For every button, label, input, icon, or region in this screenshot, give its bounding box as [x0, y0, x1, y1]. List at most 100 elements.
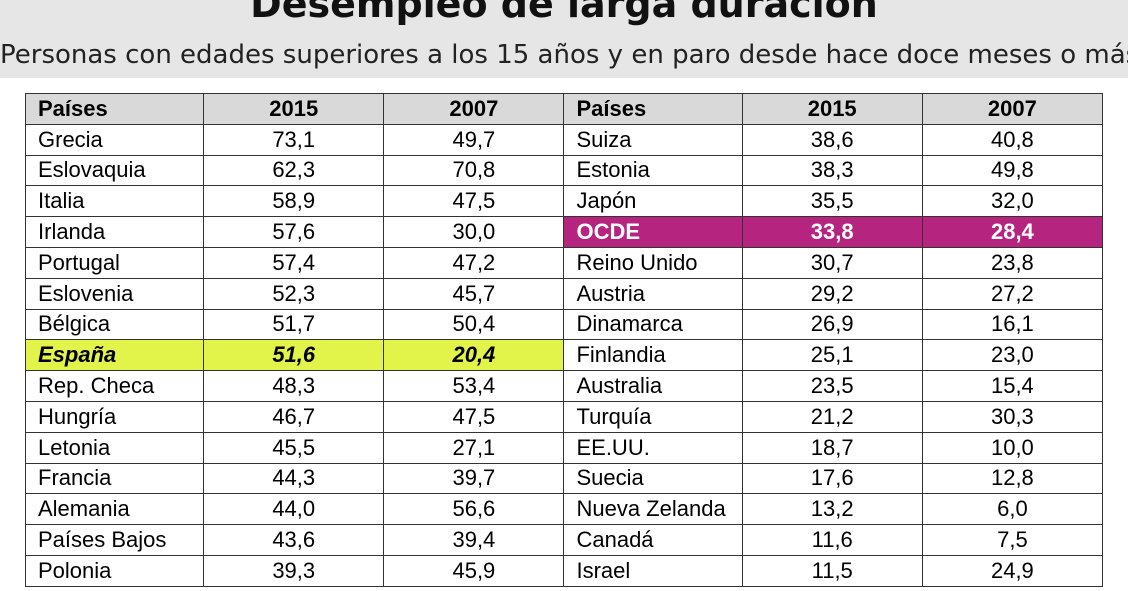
table-row: Hungría 46,7 47,5 Turquía 21,2 30,3	[24, 400, 1104, 433]
column-header: 2015	[741, 93, 923, 125]
cell: 70,8	[383, 154, 565, 187]
cell: 11,6	[741, 524, 923, 556]
cell: 26,9	[741, 308, 923, 341]
cell: 39,3	[203, 554, 385, 587]
cell: 58,9	[203, 185, 385, 218]
cell: Bélgica	[24, 308, 205, 341]
header: Desempleo de larga duración Personas con…	[0, 0, 1128, 78]
column-header: 2015	[203, 93, 385, 125]
cell: 11,5	[741, 554, 923, 587]
cell: Alemania	[24, 493, 205, 526]
cell: Polonia	[24, 554, 205, 587]
cell: 47,5	[383, 400, 565, 433]
table-row: Rep. Checa 48,3 53,4 Australia 23,5 15,4	[24, 370, 1104, 402]
cell: España	[24, 339, 205, 372]
cell: 27,2	[921, 277, 1104, 310]
cell: Hungría	[24, 400, 205, 433]
cell: 17,6	[741, 462, 923, 495]
cell: Países Bajos	[24, 524, 205, 556]
header-row: Países 2015 2007 Países 2015 2007	[24, 93, 1104, 125]
cell: Australia	[563, 370, 743, 402]
cell: Reino Unido	[563, 246, 743, 279]
cell: 56,6	[383, 493, 565, 526]
title: Desempleo de larga duración	[250, 0, 878, 26]
table-row: Grecia 73,1 49,7 Suiza 38,6 40,8	[24, 123, 1104, 156]
table-row: Letonia 45,5 27,1 EE.UU. 18,7 10,0	[24, 431, 1104, 464]
column-header: 2007	[921, 93, 1104, 125]
cell: Nueva Zelanda	[563, 493, 743, 526]
cell: 21,2	[741, 400, 923, 433]
cell: 49,8	[921, 154, 1104, 187]
cell: 46,7	[203, 400, 385, 433]
table-row: Francia 44,3 39,7 Suecia 17,6 12,8	[24, 462, 1104, 495]
cell: Italia	[24, 185, 205, 218]
table-row: España 51,6 20,4 Finlandia 25,1 23,0	[24, 339, 1104, 372]
cell: 12,8	[921, 462, 1104, 495]
cell: 51,7	[203, 308, 385, 341]
cell: OCDE	[563, 216, 743, 248]
cell: 7,5	[921, 524, 1104, 556]
cell: Suecia	[563, 462, 743, 495]
cell: 62,3	[203, 154, 385, 187]
cell: 39,7	[383, 462, 565, 495]
cell: 13,2	[741, 493, 923, 526]
cell: 51,6	[203, 339, 385, 372]
cell: Turquía	[563, 400, 743, 433]
cell: 57,4	[203, 246, 385, 279]
cell: 45,9	[383, 554, 565, 587]
cell: 40,8	[921, 123, 1104, 156]
cell: 33,8	[741, 216, 923, 248]
cell: 27,1	[383, 431, 565, 464]
cell: 30,7	[741, 246, 923, 279]
cell: 53,4	[383, 370, 565, 402]
table-row: Bélgica 51,7 50,4 Dinamarca 26,9 16,1	[24, 308, 1104, 341]
cell: 44,0	[203, 493, 385, 526]
cell: 45,5	[203, 431, 385, 464]
cell: 16,1	[921, 308, 1104, 341]
cell: 23,8	[921, 246, 1104, 279]
cell: 6,0	[921, 493, 1104, 526]
cell: Irlanda	[24, 216, 205, 248]
cell: Rep. Checa	[24, 370, 205, 402]
cell: 39,4	[383, 524, 565, 556]
cell: 29,2	[741, 277, 923, 310]
cell: 23,0	[921, 339, 1104, 372]
table-row: Italia 58,9 47,5 Japón 35,5 32,0	[24, 185, 1104, 218]
cell: 57,6	[203, 216, 385, 248]
table-row: Irlanda 57,6 30,0 OCDE 33,8 28,4	[24, 216, 1104, 248]
cell: 47,5	[383, 185, 565, 218]
column-header: Países	[563, 93, 743, 125]
table-row: Polonia 39,3 45,9 Israel 11,5 24,9	[24, 554, 1104, 587]
cell: 24,9	[921, 554, 1104, 587]
cell: 38,6	[741, 123, 923, 156]
cell: 28,4	[921, 216, 1104, 248]
table-row: Portugal 57,4 47,2 Reino Unido 30,7 23,8	[24, 246, 1104, 279]
cell: 43,6	[203, 524, 385, 556]
table-row: Países Bajos 43,6 39,4 Canadá 11,6 7,5	[24, 524, 1104, 556]
table-row: Eslovaquia 62,3 70,8 Estonia 38,3 49,8	[24, 154, 1104, 187]
cell: Canadá	[563, 524, 743, 556]
cell: 47,2	[383, 246, 565, 279]
cell: 30,3	[921, 400, 1104, 433]
table-row: Eslovenia 52,3 45,7 Austria 29,2 27,2	[24, 277, 1104, 310]
cell: 50,4	[383, 308, 565, 341]
cell: 10,0	[921, 431, 1104, 464]
cell: 48,3	[203, 370, 385, 402]
cell: 20,4	[383, 339, 565, 372]
cell: EE.UU.	[563, 431, 743, 464]
cell: Dinamarca	[563, 308, 743, 341]
cell: 15,4	[921, 370, 1104, 402]
cell: 30,0	[383, 216, 565, 248]
cell: 25,1	[741, 339, 923, 372]
cell: Finlandia	[563, 339, 743, 372]
cell: 32,0	[921, 185, 1104, 218]
cell: Japón	[563, 185, 743, 218]
cell: Eslovenia	[24, 277, 205, 310]
subtitle: Personas con edades superiores a los 15 …	[0, 40, 1128, 70]
cell: Israel	[563, 554, 743, 587]
cell: Austria	[563, 277, 743, 310]
cell: 52,3	[203, 277, 385, 310]
cell: Estonia	[563, 154, 743, 187]
cell: 38,3	[741, 154, 923, 187]
